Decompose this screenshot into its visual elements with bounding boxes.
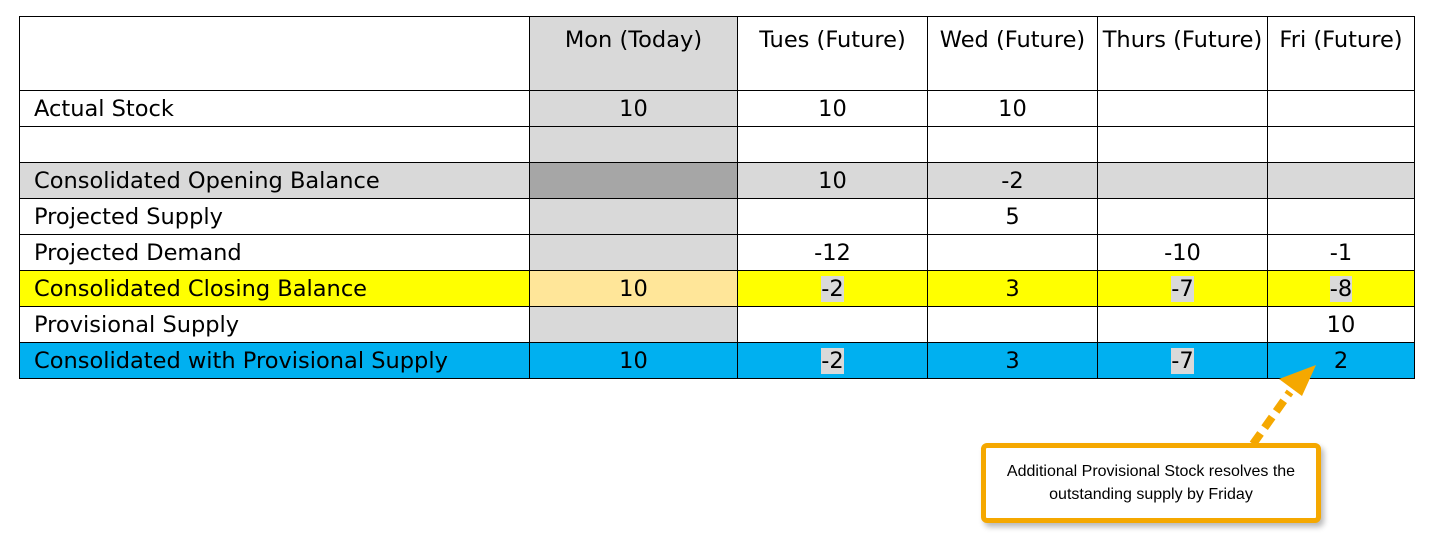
negative-value: -2 [821, 347, 844, 374]
cell-wed: 10 [927, 90, 1098, 127]
row-consolidated-closing-balance: Consolidated Closing Balance 10 -2 3 -7 … [19, 270, 1415, 307]
cell-wed: -2 [927, 162, 1098, 199]
stock-balance-table: Mon (Today) Tues (Future) Wed (Future) T… [19, 16, 1415, 379]
cell-thurs: -7 [1097, 270, 1268, 307]
cell-fri [1267, 90, 1415, 127]
row-projected-demand: Projected Demand -12 -10 -1 [19, 234, 1415, 271]
cell-fri [1267, 162, 1415, 199]
callout-pointer-line [1249, 389, 1294, 447]
cell-tues: -2 [737, 342, 928, 379]
column-header-mon: Mon (Today) [529, 16, 738, 91]
row-consolidated-opening-balance: Consolidated Opening Balance 10 -2 [19, 162, 1415, 199]
negative-value: -8 [1329, 275, 1353, 302]
cell-thurs: -10 [1097, 234, 1268, 271]
row-label [19, 126, 530, 163]
callout-text: Additional Provisional Stock resolves th… [1006, 463, 1296, 503]
cell-tues: -2 [737, 270, 928, 307]
cell-thurs [1097, 306, 1268, 343]
row-label: Consolidated with Provisional Supply [19, 342, 530, 379]
row-spacer [19, 126, 1415, 163]
cell-tues: -12 [737, 234, 928, 271]
row-projected-supply: Projected Supply 5 [19, 198, 1415, 235]
cell-mon [529, 234, 738, 271]
row-label: Projected Demand [19, 234, 530, 271]
cell-mon: 10 [529, 342, 738, 379]
cell-wed [927, 126, 1098, 163]
row-provisional-supply: Provisional Supply 10 [19, 306, 1415, 343]
cell-mon [529, 306, 738, 343]
cell-fri: 2 [1267, 342, 1415, 379]
row-label: Consolidated Closing Balance [19, 270, 530, 307]
negative-value: -2 [821, 275, 844, 302]
cell-wed: 5 [927, 198, 1098, 235]
cell-mon: 10 [529, 270, 738, 307]
cell-wed [927, 234, 1098, 271]
cell-fri: 10 [1267, 306, 1415, 343]
header-corner-cell [19, 16, 530, 91]
cell-thurs: -7 [1097, 342, 1268, 379]
cell-fri [1267, 126, 1415, 163]
row-consolidated-with-provisional-supply: Consolidated with Provisional Supply 10 … [19, 342, 1415, 379]
cell-mon: 10 [529, 90, 738, 127]
cell-thurs [1097, 198, 1268, 235]
callout-box: Additional Provisional Stock resolves th… [981, 443, 1321, 523]
callout-pointer-head [1279, 365, 1316, 396]
cell-mon [529, 198, 738, 235]
column-header-tues: Tues (Future) [737, 16, 928, 91]
negative-value: -7 [1171, 275, 1194, 302]
cell-mon [529, 126, 738, 163]
column-header-fri: Fri (Future) [1267, 16, 1415, 91]
row-label: Consolidated Opening Balance [19, 162, 530, 199]
cell-mon [529, 162, 738, 199]
cell-tues: 10 [737, 90, 928, 127]
negative-value: -7 [1171, 347, 1194, 374]
